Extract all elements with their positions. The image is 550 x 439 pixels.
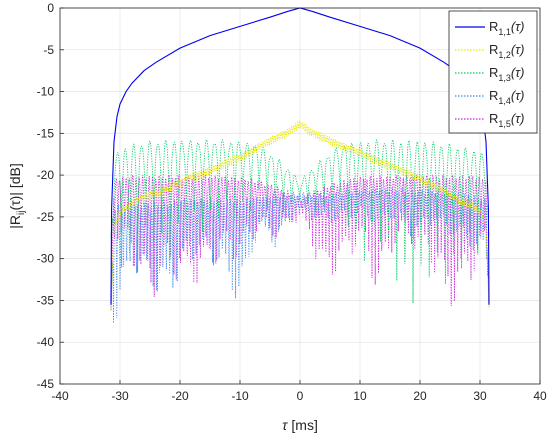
x-tick-label: 30: [473, 389, 487, 403]
y-tick-label: -20: [37, 168, 55, 182]
x-tick-label: 10: [353, 389, 367, 403]
y-tick-label: -35: [37, 293, 55, 307]
y-axis-prefix: |R: [7, 215, 23, 229]
x-tick-label: -30: [111, 389, 129, 403]
y-axis-label: |Rij(τ)| [dB]: [7, 163, 27, 229]
x-tick-label: -20: [171, 389, 189, 403]
y-axis-subscript: ij: [16, 211, 27, 215]
x-tick-label: -40: [51, 389, 69, 403]
x-tick-label: 40: [533, 389, 547, 403]
y-tick-label: 0: [47, 1, 54, 15]
legend-label-main: R: [489, 88, 498, 103]
y-tick-label: -45: [37, 377, 55, 391]
legend-label-sub: 1,4: [498, 96, 511, 106]
x-tick-label: 20: [413, 389, 427, 403]
legend-label-arg: (τ): [511, 65, 525, 80]
x-axis-label: τ [ms]: [282, 417, 318, 433]
y-tick-label: -40: [37, 335, 55, 349]
y-tick-label: -25: [37, 210, 55, 224]
legend-label-sub: 1,3: [498, 73, 511, 83]
x-tick-label: 0: [297, 389, 304, 403]
legend-label-sub: 1,1: [498, 27, 511, 37]
series-line-r1-3: [110, 139, 490, 304]
legend-label-main: R: [489, 65, 498, 80]
x-axis-unit: [ms]: [291, 417, 317, 433]
y-tick-label: -10: [37, 85, 55, 99]
legend-label-r1-4: R1,4(τ): [489, 88, 524, 106]
legend-label-arg: (τ): [511, 88, 525, 103]
legend-label-r1-2: R1,2(τ): [489, 42, 524, 60]
y-axis-suffix: (τ)| [dB]: [7, 163, 23, 210]
legend-box: [448, 10, 538, 134]
legend-label-r1-5: R1,5(τ): [489, 111, 524, 129]
x-axis-symbol: τ: [282, 417, 288, 433]
legend-label-main: R: [489, 42, 498, 57]
legend-label-r1-3: R1,3(τ): [489, 65, 524, 83]
y-tick-label: -30: [37, 252, 55, 266]
legend-label-arg: (τ): [511, 19, 525, 34]
legend-label-arg: (τ): [511, 42, 525, 57]
x-tick-label: -10: [231, 389, 249, 403]
legend-label-arg: (τ): [511, 111, 525, 126]
legend-label-sub: 1,2: [498, 50, 511, 60]
legend-label-r1-1: R1,1(τ): [489, 19, 524, 37]
y-tick-label: -15: [37, 126, 55, 140]
legend-label-sub: 1,5: [498, 119, 511, 129]
legend-label-main: R: [489, 111, 498, 126]
y-tick-label: -5: [43, 43, 54, 57]
legend: R1,1(τ)R1,2(τ)R1,3(τ)R1,4(τ)R1,5(τ): [448, 10, 538, 134]
legend-label-main: R: [489, 19, 498, 34]
axis-ticks: -40 -30 -20 -10 0 10 20 30 40 0 -5 -10 -15 -20 -25 -30 -…: [37, 1, 547, 403]
